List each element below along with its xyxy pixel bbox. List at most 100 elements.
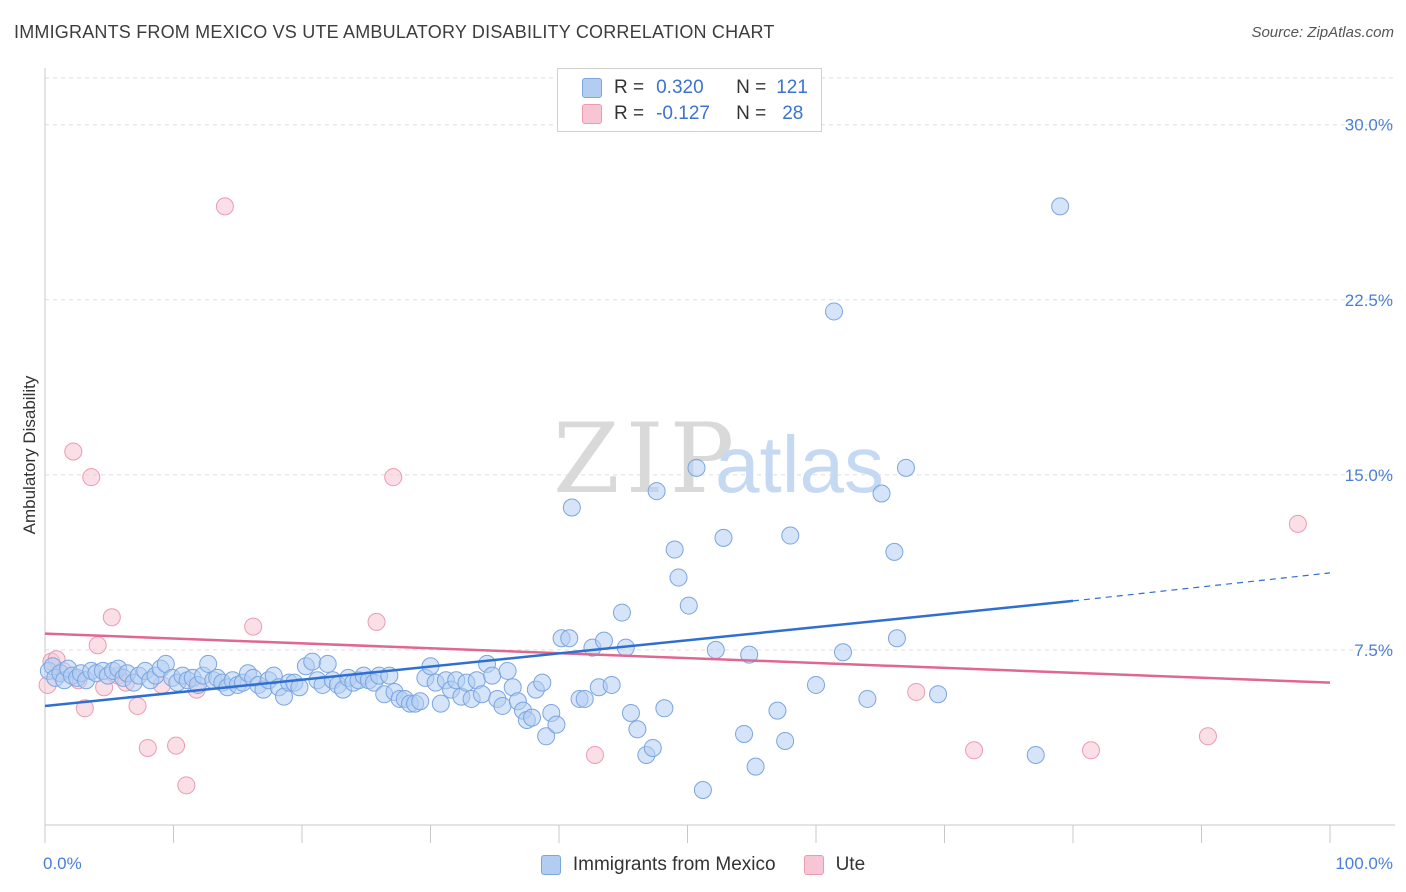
chart-source: Source: ZipAtlas.com — [1251, 24, 1394, 41]
trend-lines — [44, 572, 1331, 708]
ute-point — [1081, 741, 1100, 760]
ute-point — [167, 736, 186, 755]
legend-label-ute: Ute — [835, 854, 866, 875]
mexico-point — [547, 715, 566, 734]
mexico-point — [498, 661, 517, 680]
mexico-point — [318, 654, 337, 673]
mexico-point — [896, 458, 915, 477]
mexico-point — [643, 738, 662, 757]
mexico-point — [594, 631, 613, 650]
mexico-point — [575, 689, 594, 708]
mexico-point — [693, 780, 712, 799]
ute-point — [75, 699, 94, 718]
mexico-point — [768, 701, 787, 720]
ute-point — [585, 745, 604, 764]
ute-point — [128, 696, 147, 715]
legend-n-value: 121 — [776, 77, 808, 98]
legend-swatch-mexico — [582, 78, 602, 98]
ute-trend-line — [44, 632, 1331, 684]
mexico-point — [776, 731, 795, 750]
legend-stats: R = 0.320 N = 121 R = -0.127 N = 28 — [557, 68, 822, 132]
mexico-point — [560, 629, 579, 648]
ute-point — [102, 608, 121, 627]
legend-n-value: 28 — [782, 103, 804, 124]
mexico-points — [39, 197, 1070, 799]
mexico-point — [533, 673, 552, 692]
ute-point — [907, 682, 926, 701]
mexico-point — [1051, 197, 1070, 216]
mexico-point — [740, 645, 759, 664]
y-tick-label: 7.5% — [1354, 641, 1393, 660]
legend-n-key: N = — [736, 103, 767, 124]
tick-labels: 7.5% 15.0% 22.5% 30.0% 0.0% 100.0% — [43, 116, 1393, 873]
mexico-point — [647, 482, 666, 501]
mexico-point — [199, 654, 218, 673]
mexico-point — [612, 603, 631, 622]
ute-point — [138, 738, 157, 757]
mexico-point — [628, 720, 647, 739]
mexico-point — [687, 458, 706, 477]
legend-row-mexico: R = 0.320 N = 121 — [582, 76, 808, 100]
mexico-point — [303, 652, 322, 671]
ute-point — [1198, 727, 1217, 746]
mexico-point — [621, 703, 640, 722]
y-axis-label: Ambulatory Disability — [20, 375, 39, 534]
mexico-point — [833, 643, 852, 662]
legend-label-mexico: Immigrants from Mexico — [572, 854, 776, 875]
legend-row-ute: R = -0.127 N = 28 — [582, 102, 803, 126]
ute-point — [384, 468, 403, 487]
mexico-point — [929, 685, 948, 704]
mexico-point — [669, 568, 688, 587]
mexico-point — [411, 692, 430, 711]
mexico-point — [665, 540, 684, 559]
mexico-point — [781, 526, 800, 545]
mexico-point — [523, 708, 542, 727]
legend-r-value: 0.320 — [656, 77, 704, 98]
watermark-atlas: atlas — [715, 420, 884, 509]
watermark-zip: ZIP — [553, 403, 740, 515]
ute-point — [177, 776, 196, 795]
grid-lines — [45, 77, 1395, 651]
legend-item-mexico[interactable]: Immigrants from Mexico — [540, 854, 776, 876]
ute-point — [367, 612, 386, 631]
ute-point — [965, 741, 984, 760]
mexico-point — [562, 498, 581, 517]
watermark: ZIP atlas — [553, 403, 884, 515]
ute-point — [215, 197, 234, 216]
mexico-point — [735, 724, 754, 743]
mexico-point — [706, 640, 725, 659]
y-tick-label: 15.0% — [1345, 466, 1393, 485]
axes — [44, 68, 1395, 843]
y-tick-label: 22.5% — [1345, 291, 1393, 310]
mexico-point — [858, 689, 877, 708]
ute-point — [1288, 514, 1307, 533]
mexico-point — [483, 666, 502, 685]
legend-swatch-ute — [803, 855, 824, 875]
mexico-point — [885, 542, 904, 561]
legend-swatch-mexico — [540, 855, 561, 875]
legend-r-value: -0.127 — [656, 103, 710, 124]
mexico-point — [537, 727, 556, 746]
mexico-point — [746, 757, 765, 776]
mexico-point — [872, 484, 891, 503]
ute-point — [88, 636, 107, 655]
legend-r-key: R = — [614, 103, 645, 124]
mexico-point — [472, 685, 491, 704]
mexico-point — [655, 699, 674, 718]
y-tick-label: 30.0% — [1345, 116, 1393, 135]
legend-swatch-ute — [582, 104, 602, 124]
mexico-point — [679, 596, 698, 615]
x-tick-label: 100.0% — [1335, 854, 1393, 873]
mexico-point — [824, 302, 843, 321]
ute-point — [64, 442, 83, 461]
x-tick-label: 0.0% — [43, 854, 82, 873]
legend-item-ute[interactable]: Ute — [803, 854, 866, 876]
legend-n-key: N = — [736, 77, 767, 98]
mexico-point — [602, 675, 621, 694]
ute-point — [82, 468, 101, 487]
legend-series: Immigrants from Mexico Ute — [0, 852, 1406, 878]
legend-r-key: R = — [614, 77, 645, 98]
mexico-point — [431, 694, 450, 713]
mexico-point — [493, 696, 512, 715]
